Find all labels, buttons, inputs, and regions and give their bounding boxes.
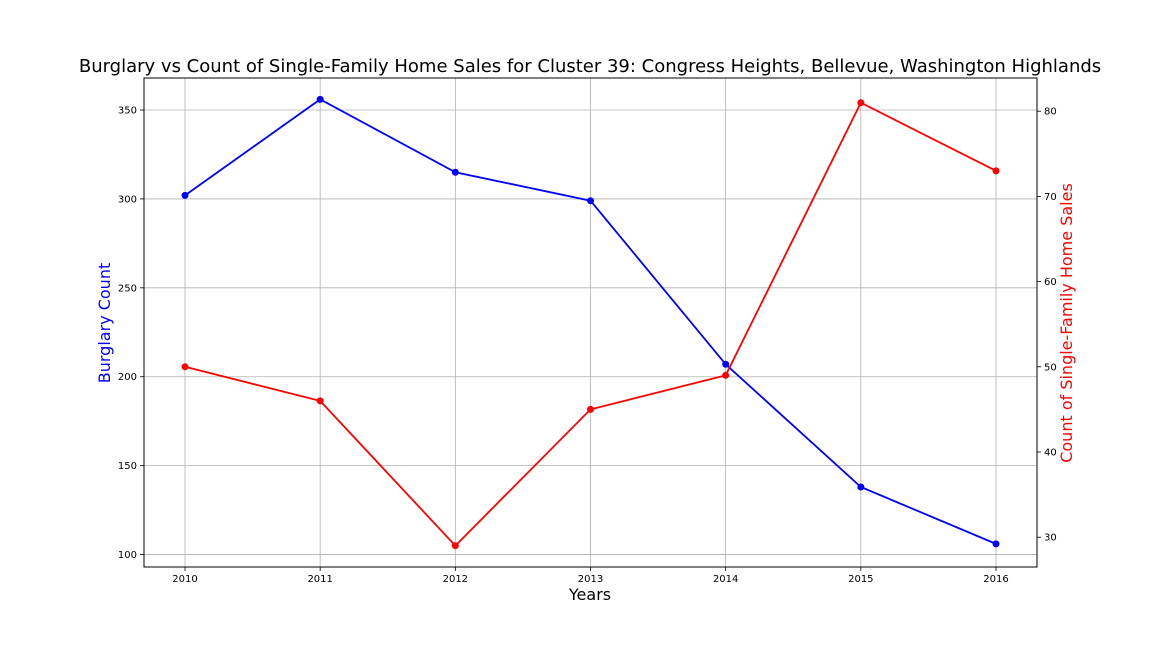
y-left-tick-label: 250	[118, 283, 137, 294]
data-point-left	[722, 360, 730, 368]
x-tick-label: 2016	[983, 574, 1008, 585]
data-point-right	[722, 371, 730, 379]
y-axis-left-title: Burglary Count	[95, 263, 114, 383]
data-point-right	[992, 167, 1000, 175]
data-point-right	[316, 397, 324, 405]
x-tick-label: 2014	[713, 574, 738, 585]
chart-title: Burglary vs Count of Single-Family Home …	[79, 56, 1101, 77]
data-point-right	[181, 363, 189, 371]
y-left-tick-label: 200	[118, 372, 137, 383]
y-right-tick-label: 70	[1044, 192, 1057, 203]
data-point-left	[857, 483, 865, 491]
y-right-tick-label: 40	[1044, 447, 1057, 458]
data-point-left	[587, 197, 594, 205]
x-tick-label: 2011	[307, 574, 332, 585]
y-right-tick-label: 80	[1044, 107, 1057, 118]
y-left-tick-label: 300	[118, 194, 137, 205]
y-axis-right-title: Count of Single-Family Home Sales	[1057, 183, 1076, 463]
ticks: 2010 2011 2012 2013 2014 2015 2016 100 150 200 250…	[118, 106, 1057, 585]
y-left-tick-label: 150	[118, 461, 137, 472]
data-point-left	[451, 168, 459, 176]
y-right-tick-label: 60	[1044, 277, 1057, 288]
y-left-tick-label: 350	[118, 106, 137, 117]
x-tick-label: 2013	[578, 574, 603, 585]
grid	[144, 78, 1037, 567]
data-point-right	[451, 542, 459, 550]
x-axis-title: Years	[568, 585, 611, 604]
data-point-left	[181, 191, 189, 199]
x-tick-label: 2012	[443, 574, 468, 585]
series-layer	[181, 95, 1000, 550]
y-left-tick-label: 100	[118, 550, 137, 561]
data-point-right	[857, 99, 865, 107]
data-point-left	[992, 540, 1000, 548]
data-point-right	[587, 405, 594, 413]
x-tick-label: 2010	[172, 574, 197, 585]
y-right-tick-label: 50	[1044, 362, 1057, 373]
x-tick-label: 2015	[848, 574, 873, 585]
data-point-left	[316, 95, 324, 103]
y-right-tick-label: 30	[1044, 533, 1057, 544]
